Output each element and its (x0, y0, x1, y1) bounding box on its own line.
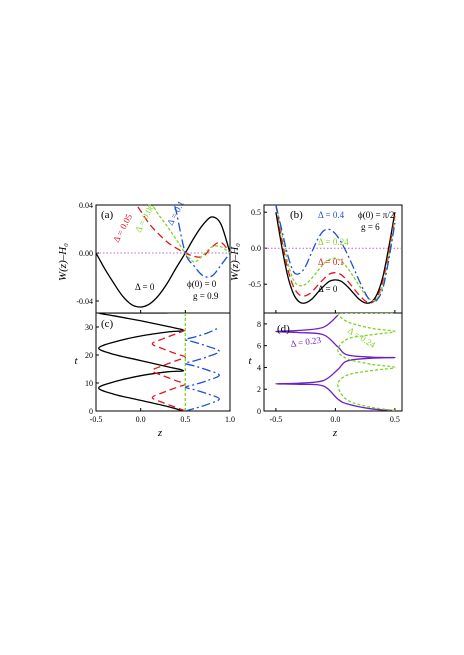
panel-b-label-delta01: Δ = 0.1 (318, 257, 344, 267)
panel-b-series-0 (275, 212, 396, 304)
panel-c-xtick-label: 1.0 (225, 415, 235, 424)
panel-c-series-1 (151, 329, 186, 411)
panel-a-label: (a) (101, 209, 114, 221)
panel-a-ylabel: W(z)–H₀ (57, 243, 69, 281)
panel-b-param-g: g = 6 (361, 222, 380, 232)
panel-b-label-delta0: Δ = 0 (318, 284, 338, 294)
panel-b-series-3 (275, 205, 396, 303)
panel-b-ylabel: W(z)–H₀ (229, 243, 241, 281)
panel-a-label-delta0: Δ = 0 (135, 282, 155, 292)
panel-d-xtick-label: 0.0 (330, 415, 340, 424)
panel-c-ytick-label: 30 (85, 323, 93, 332)
panel-c-ylabel: t (74, 355, 78, 367)
panel-a-ytick-label: 0.00 (79, 249, 93, 258)
panel-b-label-delta024: Δ = 0.24 (318, 237, 349, 247)
panel-d-series-0 (275, 314, 396, 411)
panel-d-label-delta023: Δ = 0.23 (290, 335, 322, 349)
panel-d-ytick-label: 6 (257, 342, 261, 351)
panel-b-param-phi: ϕ(0) = π/2 (358, 210, 394, 220)
panel-b-series-2 (275, 205, 396, 302)
panel-a-label-delta005: Δ = 0.05 (111, 212, 134, 244)
panel-a-ytick-label: -0.04 (76, 297, 93, 306)
panel-c-xlabel: z (157, 427, 163, 439)
panel-c-xtick-label: -0.5 (90, 415, 103, 424)
panel-d-label: (d) (277, 323, 290, 335)
panel-a: -0.04 0.00 0.04 (a) ϕ(0) = 0 g = 0.9 Δ = 0… (57, 199, 231, 314)
panel-d-ytick-label: 2 (257, 385, 261, 394)
panel-d-curves (275, 313, 396, 411)
panel-c-ticks: 0 10 20 30 -0.5 0.0 0.5 1.0 (85, 323, 235, 424)
panel-a-param-phi: ϕ(0) = 0 (187, 279, 217, 289)
panel-b-label-delta04: Δ = 0.4 (318, 210, 345, 220)
panel-c-ytick-label: 20 (85, 351, 93, 360)
panel-a-series-0 (96, 216, 230, 308)
panel-b-curves (264, 205, 402, 304)
panel-a-curves (96, 205, 230, 308)
panel-b-label: (b) (290, 209, 303, 221)
panel-d-ytick-label: 8 (257, 320, 261, 329)
panel-d-ytick-label: 4 (257, 363, 261, 372)
panel-c-curves (98, 313, 220, 411)
panel-c: 0 10 20 30 -0.5 0.0 0.5 1.0 (c) z t (74, 312, 235, 439)
panel-d-xtick-label: -0.5 (270, 415, 283, 424)
panel-c-frame (95, 312, 231, 412)
panel-a-series-3 (173, 205, 230, 278)
panel-c-xtick-label: 0.5 (180, 415, 190, 424)
panel-c-series-3 (184, 326, 220, 411)
panel-a-series-2 (153, 207, 230, 263)
panel-b-ytick-label: 0.0 (251, 244, 261, 253)
panel-a-label-delta01: Δ = 0.1 (165, 199, 186, 227)
panel-b-ytick-label: -0.5 (248, 280, 261, 289)
panel-c-ytick-label: 0 (89, 407, 93, 416)
panel-a-label-delta008: Δ = 0.08 (133, 202, 156, 234)
panel-c-ytick-label: 10 (85, 379, 93, 388)
panel-b-ytick-label: 0.5 (251, 208, 261, 217)
panel-d-ticks: 0 2 4 6 8 -0.5 0.0 0.5 (257, 320, 400, 424)
panel-c-xtick-label: 0.0 (136, 415, 146, 424)
panel-d-frame (263, 312, 403, 412)
panel-c-series-0 (98, 313, 185, 411)
panel-d-xtick-label: 0.5 (390, 415, 400, 424)
panel-d-series-1 (337, 313, 396, 411)
panel-d-ytick-label: 0 (257, 407, 261, 416)
panel-d-xlabel: z (332, 427, 338, 439)
panel-b: -0.50.00.5 (b) ϕ(0) = π/2 g = 6 Δ = 0.4 … (229, 204, 403, 314)
panel-c-label: (c) (101, 318, 114, 330)
panel-a-ytick-label: 0.04 (79, 201, 93, 210)
panel-a-param-g: g = 0.9 (193, 291, 219, 301)
panel-d-ylabel: t (248, 355, 252, 367)
